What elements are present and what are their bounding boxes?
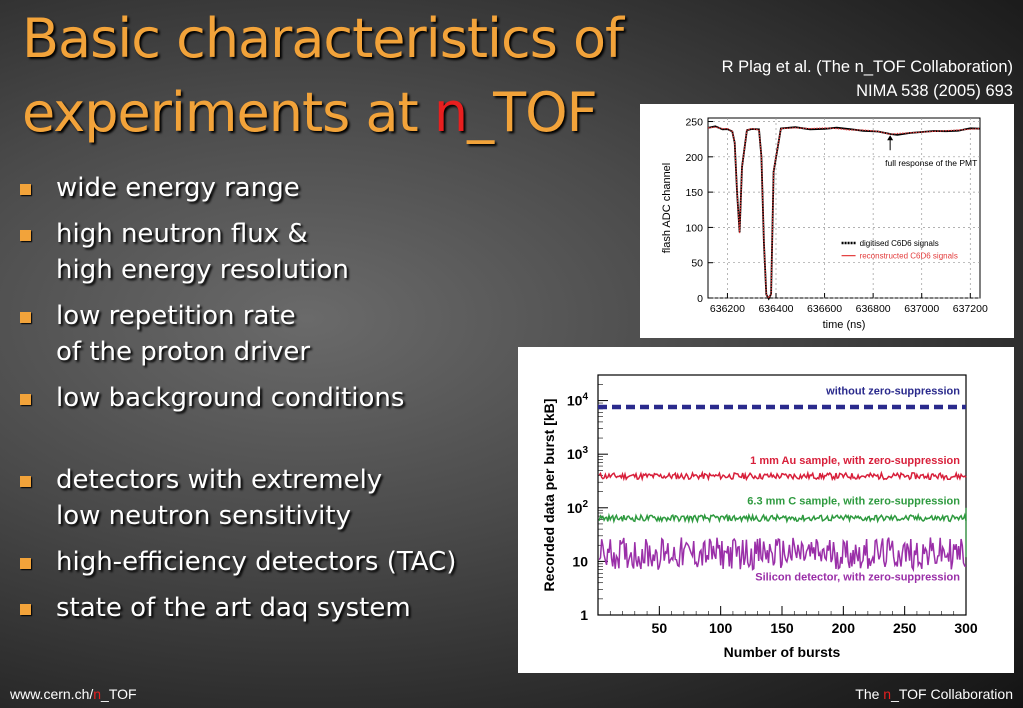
series-line [598, 537, 967, 573]
series-line [598, 470, 967, 482]
y-tick-label: 200 [685, 152, 703, 164]
slide-title: Basic characteristics of experiments at … [22, 2, 624, 150]
series-label: Silicon detector, with zero-suppression [755, 572, 960, 584]
y-tick-label: 104 [567, 392, 589, 409]
bullet-item: low background conditions [18, 380, 456, 416]
footer-collab-accent: n [883, 686, 892, 702]
data-series [598, 537, 967, 573]
x-tick-label: 50 [652, 620, 668, 636]
bullet-item: state of the art daq system [18, 590, 456, 626]
bullet-item: wide energy range [18, 170, 456, 206]
footer-url-accent: n [93, 686, 102, 702]
data-series [598, 512, 967, 524]
data-series-group [707, 125, 981, 301]
bullet-text: of the proton driver [56, 337, 311, 367]
y-tick-label: 0 [697, 293, 703, 305]
bullet-square-icon [20, 230, 31, 241]
bullet-text: wide energy range [56, 173, 300, 203]
bullet-item: high neutron flux & high energy resolutio… [18, 216, 456, 288]
series-label: 6.3 mm C sample, with zero-suppression [747, 495, 960, 507]
plot-frame [707, 117, 981, 299]
bullet-square-icon [20, 394, 31, 405]
y-tick-label: 50 [691, 258, 703, 270]
footer-collab-prefix: The [855, 686, 884, 702]
x-axis-label: time (ns) [823, 319, 866, 331]
footer-collab-suffix: _TOF Collaboration [891, 686, 1013, 702]
x-axis-label: Number of bursts [724, 644, 841, 660]
series-line [598, 512, 967, 524]
x-tick-label: 637000 [904, 303, 939, 315]
data-volume-chart: 50 100 150 200 250 300 1 10 102 103 104 Number of b… [541, 374, 978, 660]
series-label: without zero-suppression [825, 386, 960, 398]
pmt-signal-chart: 636200 636400 636600 636800 637000 637200 0 50 1… [661, 117, 988, 331]
bullet-text: state of the art daq system [56, 593, 411, 623]
data-series [598, 470, 967, 482]
annotation-label: full response of the PMT [885, 158, 977, 168]
y-axis-label: Recorded data per burst [kB] [541, 399, 557, 592]
bullet-text: detectors with extremely [56, 465, 383, 495]
citation: R Plag et al. (The n_TOF Collaboration) … [722, 55, 1013, 103]
bullet-text: high energy resolution [56, 255, 349, 285]
pmt-chart-panel: 636200 636400 636600 636800 637000 637200 0 50 1… [640, 104, 1014, 338]
x-tick-label: 636800 [856, 303, 891, 315]
series-reconstructed [707, 126, 981, 300]
footer-url-suffix: _TOF [101, 686, 137, 702]
y-tick-label: 10 [572, 553, 588, 569]
title-line-2-suffix: _TOF [467, 81, 598, 144]
bullet-item: detectors with extremely low neutron sens… [18, 462, 456, 534]
daq-chart-panel: 50 100 150 200 250 300 1 10 102 103 104 Number of b… [518, 347, 1014, 673]
y-tick-label: 150 [685, 187, 703, 199]
annotation-arrowhead-icon [887, 135, 894, 141]
bullet-text: low background conditions [56, 383, 405, 413]
bullet-item: high-efficiency detectors (TAC) [18, 544, 456, 580]
x-tick-label: 250 [893, 620, 917, 636]
x-tick-label: 200 [832, 620, 856, 636]
bullet-square-icon [20, 604, 31, 615]
title-line-2-accent: n [433, 81, 468, 144]
bullet-text: low neutron sensitivity [56, 501, 351, 531]
bullet-item: low repetition rate of the proton driver [18, 298, 456, 370]
bullet-text: high neutron flux & [56, 219, 308, 249]
y-tick-label: 100 [685, 222, 703, 234]
y-tick-label: 1 [580, 607, 588, 623]
bullet-square-icon [20, 312, 31, 323]
y-tick-label: 250 [685, 117, 703, 129]
bullet-square-icon [20, 558, 31, 569]
legend-label-digitised: digitised C6D6 signals [860, 239, 939, 248]
series-label: 1 mm Au sample, with zero-suppression [750, 455, 960, 467]
citation-line-1: R Plag et al. (The n_TOF Collaboration) [721, 58, 1013, 76]
title-line-1: Basic characteristics of [22, 7, 624, 70]
title-line-2-prefix: experiments at [22, 81, 434, 144]
y-tick-label: 103 [567, 445, 589, 462]
footer-url[interactable]: www.cern.ch/n_TOF [10, 686, 137, 702]
x-tick-label: 636600 [807, 303, 842, 315]
legend-label-reconstructed: reconstructed C6D6 signals [860, 252, 958, 261]
x-tick-label: 636400 [758, 303, 793, 315]
bullet-text: low repetition rate [56, 301, 296, 331]
y-axis-label: flash ADC channel [661, 163, 673, 254]
x-tick-label: 150 [770, 620, 794, 636]
x-tick-label: 637200 [953, 303, 988, 315]
bullet-list: wide energy range high neutron flux & high… [18, 170, 456, 636]
x-tick-label: 300 [954, 620, 978, 636]
footer-collaboration: The n_TOF Collaboration [855, 686, 1013, 702]
citation-line-2: NIMA 538 (2005) 693 [856, 82, 1013, 100]
x-tick-label: 100 [709, 620, 733, 636]
bullet-square-icon [20, 476, 31, 487]
bullet-square-icon [20, 184, 31, 195]
footer-url-prefix: www.cern.ch/ [10, 686, 94, 702]
x-tick-label: 636200 [710, 303, 745, 315]
series-digitised [707, 125, 981, 301]
bullet-text: high-efficiency detectors (TAC) [56, 547, 457, 577]
y-tick-label: 102 [567, 499, 589, 516]
